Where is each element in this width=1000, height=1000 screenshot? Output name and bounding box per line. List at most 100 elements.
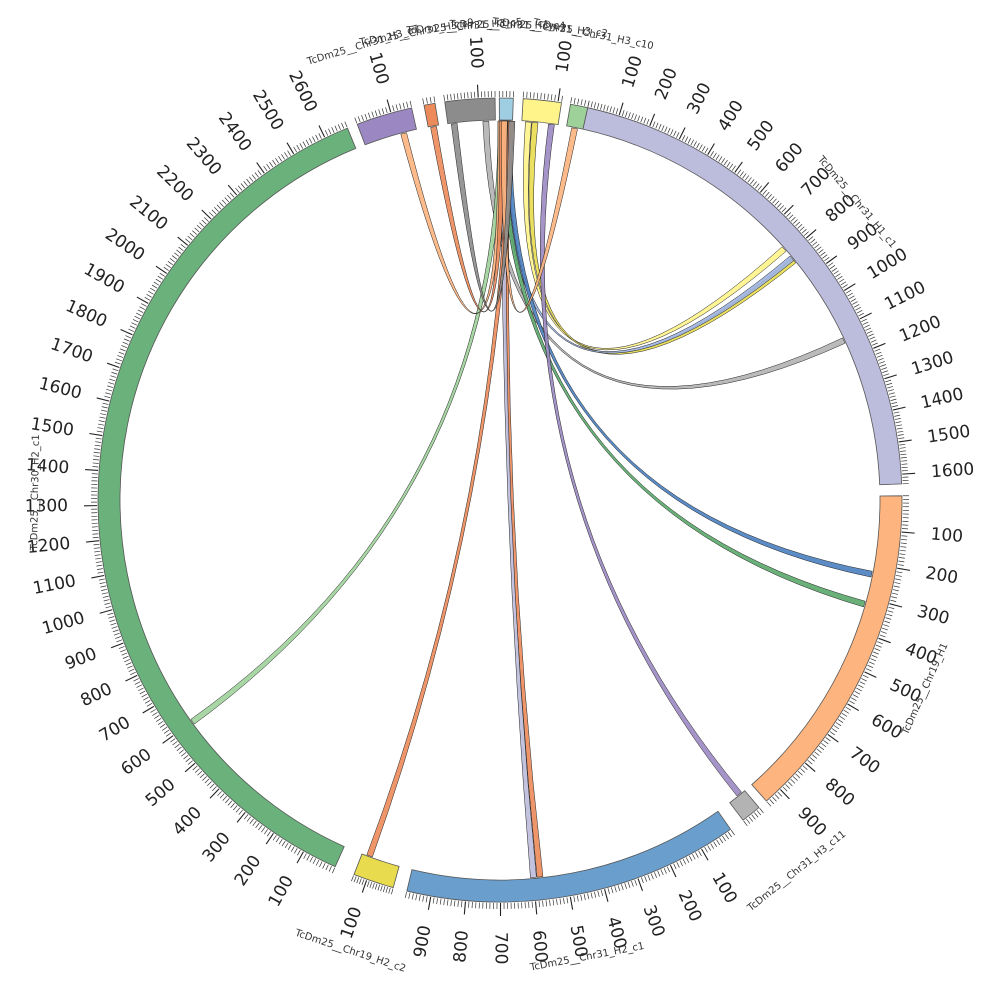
tick-minor — [751, 814, 756, 820]
tick-minor — [344, 121, 348, 128]
tick-minor — [217, 791, 222, 796]
tick-minor — [315, 134, 319, 141]
segment-sm2[interactable] — [423, 102, 440, 128]
tick-minor — [104, 395, 111, 399]
tick-minor — [385, 886, 388, 893]
tick-minor — [861, 678, 867, 682]
tick-minor — [842, 284, 848, 289]
segment-sm6[interactable] — [566, 103, 589, 130]
tick-minor — [583, 894, 586, 901]
tick-minor — [358, 878, 362, 885]
tick-label: 500 — [744, 117, 779, 155]
segment-h2c1[interactable] — [406, 810, 732, 903]
link-sm3-sm4[interactable] — [450, 120, 516, 312]
tick-minor — [353, 876, 357, 883]
tick-minor — [235, 187, 240, 193]
link-sm4-chr19h1[interactable] — [499, 120, 866, 608]
tick-minor — [148, 290, 154, 295]
segment-sm5[interactable] — [521, 98, 562, 125]
link-sm5-h3c11[interactable] — [540, 123, 742, 797]
tick-major — [296, 851, 304, 864]
tick-minor — [284, 842, 289, 849]
tick-minor — [133, 678, 139, 682]
tick-minor — [95, 437, 102, 440]
tick-major — [201, 209, 212, 220]
tick-label: 1200 — [896, 312, 944, 347]
tick-label: 100 — [930, 524, 964, 547]
tick-minor — [881, 367, 888, 370]
tick-minor — [278, 838, 283, 845]
tick-minor — [460, 92, 462, 99]
tick-minor — [293, 146, 297, 153]
tick-minor — [799, 226, 805, 232]
tick-minor — [324, 130, 329, 136]
tick-minor — [155, 278, 162, 283]
tick-label: 700 — [491, 932, 511, 964]
tick-label: 1000 — [864, 244, 911, 284]
tick-minor — [139, 306, 146, 310]
tick-major — [678, 127, 686, 140]
link-sm4-c30h2c1[interactable] — [190, 120, 505, 725]
tick-label: 1900 — [80, 259, 128, 298]
tick-minor — [163, 266, 169, 271]
tick-minor — [266, 163, 271, 170]
tick-minor — [216, 204, 222, 210]
tick-minor — [99, 416, 106, 419]
tick-minor — [122, 341, 129, 345]
tick-minor — [837, 275, 843, 280]
tick-major — [825, 255, 838, 264]
link-sm6-sm4[interactable] — [501, 120, 578, 313]
tick-minor — [134, 315, 141, 320]
tick-minor — [643, 117, 647, 124]
tick-minor — [96, 430, 103, 433]
segment-c19h2c2[interactable] — [353, 853, 400, 889]
tick-label: 400 — [714, 97, 748, 135]
tick-minor — [895, 421, 902, 424]
tick-minor — [238, 809, 243, 815]
tick-minor — [833, 725, 840, 730]
tick-minor — [101, 592, 108, 595]
tick-minor — [446, 899, 449, 906]
tick-minor — [426, 97, 428, 104]
segment-chr19h1[interactable] — [751, 495, 903, 802]
link-sm4-chr19h1[interactable] — [506, 120, 873, 578]
tick-label: 1700 — [48, 334, 95, 367]
segment-c30h2c1[interactable] — [97, 127, 357, 868]
tick-minor — [319, 861, 323, 868]
segment-sm1[interactable] — [356, 107, 417, 146]
tick-major — [162, 735, 174, 744]
tick-minor — [590, 101, 593, 108]
tick-minor — [854, 691, 861, 695]
segment-sm4[interactable] — [498, 97, 514, 121]
tick-minor — [812, 754, 818, 759]
tick-minor — [835, 722, 842, 727]
tick-minor — [701, 146, 706, 152]
tick-minor — [797, 224, 803, 229]
tick-minor — [128, 328, 135, 332]
tick-minor — [822, 254, 828, 259]
tick-minor — [887, 389, 894, 392]
tick-major — [557, 88, 561, 102]
tick-label: 600 — [771, 139, 807, 177]
tick-minor — [625, 111, 628, 118]
tick-minor — [769, 799, 775, 805]
tick-minor — [201, 219, 207, 225]
tick-minor — [366, 881, 370, 887]
segment-h1c1[interactable] — [582, 107, 903, 486]
tick-minor — [658, 123, 662, 130]
links-layer — [190, 120, 873, 879]
link-sm2-sm4[interactable] — [430, 120, 506, 313]
tick-minor — [111, 371, 118, 375]
tick-minor — [655, 122, 659, 129]
tick-minor — [871, 654, 878, 658]
segment-h3c11[interactable] — [729, 790, 760, 821]
tick-minor — [661, 125, 665, 132]
tick-minor — [429, 96, 432, 103]
tick-label: 1400 — [919, 384, 966, 413]
tick-minor — [554, 94, 556, 101]
link-sm5-h1c1[interactable] — [523, 121, 787, 351]
segment-sm3[interactable] — [444, 97, 496, 125]
tick-major — [804, 762, 816, 772]
link-sm1-sm4[interactable] — [400, 120, 505, 315]
tick-minor — [869, 336, 876, 340]
